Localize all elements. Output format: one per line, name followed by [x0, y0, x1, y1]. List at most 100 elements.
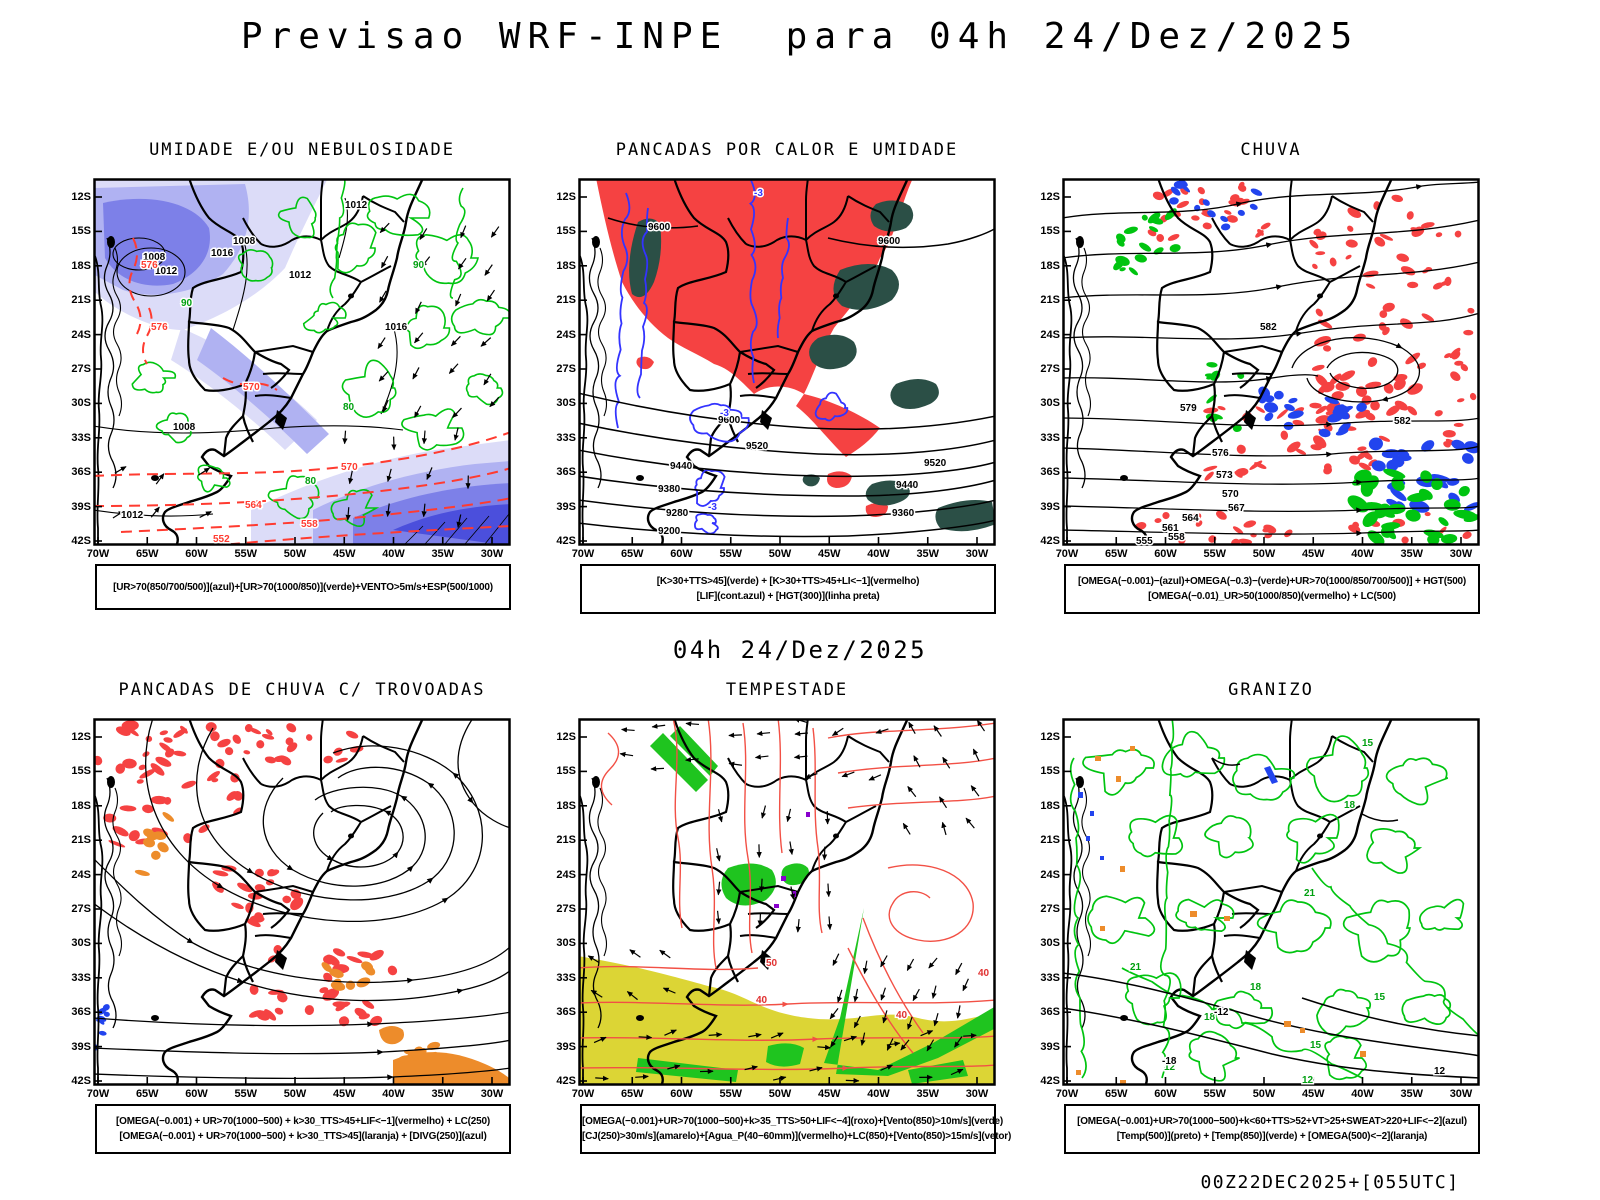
svg-text:1016: 1016 [385, 322, 408, 333]
panel-tempestade: TEMPESTADE [542, 680, 1012, 1200]
svg-text:1012: 1012 [155, 266, 178, 277]
lat-tick-label: 36S [71, 1006, 91, 1019]
lat-tick-label: 30S [556, 937, 576, 950]
lat-tick-label: 30S [71, 397, 91, 410]
lat-tick-label: 42S [556, 535, 576, 547]
caption-line: [OMEGA(−0.001)+UR>70(1000−500)+k<60+TTS>… [1077, 1116, 1467, 1127]
map-tempestade: 50 40 40 40 [578, 718, 996, 1086]
svg-text:21: 21 [1304, 888, 1316, 899]
svg-text:1008: 1008 [173, 422, 196, 433]
lat-tick-label: 12S [71, 731, 91, 743]
lon-tick-label: 65W [1104, 548, 1128, 560]
lat-tick-label: 30S [1040, 937, 1060, 950]
svg-text:579: 579 [1180, 403, 1197, 414]
svg-text:9440: 9440 [896, 480, 919, 491]
svg-text:90: 90 [181, 298, 193, 309]
lat-tick-label: 12S [1040, 191, 1060, 203]
lat-tick-label: 33S [1040, 971, 1060, 984]
lat-tick-label: 21S [556, 834, 576, 847]
lat-tick-label: 24S [71, 328, 91, 341]
caption-line: [Temp(500)](preto) + [Temp(850)](verde) … [1116, 1131, 1428, 1142]
axis-ticks [95, 736, 493, 1084]
map-umidade-wrap: 1016 1012 1008 1008 1012 1008 1012 1016 1012 576 5… [71, 178, 511, 560]
lat-tick-label: 33S [1040, 431, 1060, 444]
lon-tick-label: 45W [332, 548, 356, 560]
run-info-label: 00Z22DEC2025+[055UTC] [1200, 1172, 1460, 1193]
lat-tick-label: 33S [71, 431, 91, 444]
lat-tick-label: 15S [71, 225, 91, 238]
svg-text:1008: 1008 [143, 252, 166, 263]
lon-tick-label: 50W [768, 548, 792, 560]
lat-tick-label: 27S [1040, 903, 1060, 915]
lon-tick-label: 30W [480, 1088, 504, 1100]
svg-text:15: 15 [1362, 738, 1374, 749]
lat-tick-label: 21S [1040, 834, 1060, 847]
lat-tick-label: 18S [1040, 259, 1060, 272]
caption-tempestade: [OMEGA(−0.001)+UR>70(1000−500)+k>35_TTS>… [580, 1104, 1012, 1154]
svg-text:558: 558 [301, 519, 318, 530]
svg-text:564: 564 [245, 500, 262, 511]
lon-tick-label: 30W [965, 1088, 989, 1100]
lon-tick-label: 35W [1400, 1088, 1424, 1100]
caption-pancadas-calor: [K>30+TTS>45](verde) + [K>30+TTS>45+LI<−… [580, 564, 996, 614]
wind-vectors [112, 222, 500, 528]
caption-line: [CJ(250)>30m/s](amarelo)+[Agua_P(40−60mm… [582, 1131, 1012, 1142]
lat-tick-label: 12S [556, 191, 576, 203]
svg-text:1012: 1012 [289, 270, 312, 281]
lat-tick-label: 39S [1040, 500, 1060, 513]
lat-tick-label: 12S [556, 731, 576, 743]
svg-text:1012: 1012 [121, 510, 144, 521]
blue-marks [1078, 766, 1278, 860]
lat-tick-label: 24S [1040, 328, 1060, 341]
panel-chuva: CHUVA [1026, 140, 1482, 680]
lat-tick-label: 42S [1040, 535, 1060, 547]
map-granizo-wrap: 15 18 21 21 18 15 18 12 15 12 -12 -18 12 12S 15S 18S 21… [1040, 718, 1480, 1100]
svg-text:9360: 9360 [892, 508, 915, 519]
svg-text:570: 570 [243, 382, 260, 393]
caption-line: [OMEGA(−0.001)−(azul)+OMEGA(−0.3)−(verde… [1077, 576, 1467, 587]
axis-ticks [580, 736, 978, 1084]
lat-tick-label: 36S [556, 466, 576, 479]
lon-tick-label: 35W [431, 548, 455, 560]
panel-title: PANCADAS DE CHUVA C/ TROVOADAS [118, 680, 486, 700]
lon-tick-label: 60W [185, 548, 208, 560]
lat-tick-label: 15S [71, 765, 91, 778]
lat-tick-label: 15S [1040, 765, 1060, 778]
axis-ticks [1064, 196, 1462, 544]
lon-tick-label: 55W [1203, 548, 1227, 560]
svg-text:555: 555 [1136, 536, 1153, 546]
panel-title: CHUVA [1240, 140, 1302, 160]
lon-tick-label: 60W [1154, 1088, 1177, 1100]
caption-line: [OMEGA(−0.001) + UR>70(1000−500) + k>30_… [116, 1116, 490, 1127]
caption-chuva: [OMEGA(−0.001)−(azul)+OMEGA(−0.3)−(verde… [1064, 564, 1480, 614]
caption-line: [OMEGA(−0.001) + UR>70(1000−500) + k>30_… [119, 1131, 487, 1142]
lat-tick-label: 21S [556, 294, 576, 307]
lat-tick-label: 15S [1040, 225, 1060, 238]
lat-tick-label: 21S [71, 294, 91, 307]
svg-text:12: 12 [1164, 1062, 1176, 1073]
lon-tick-label: 45W [1301, 548, 1325, 560]
map-umidade: 1016101210081008101210081012101610125765… [93, 178, 511, 546]
lat-tick-label: 21S [71, 834, 91, 847]
lat-tick-label: 36S [1040, 466, 1060, 479]
svg-text:1008: 1008 [233, 236, 256, 247]
lon-tick-label: 55W [719, 1088, 743, 1100]
caption-line: [K>30+TTS>45](verde) + [K>30+TTS>45+LI<−… [656, 576, 920, 587]
lat-tick-label: 33S [556, 431, 576, 444]
panel-pancadas-calor: PANCADAS POR CALOR E UMIDADE [542, 140, 998, 680]
lat-tick-label: 15S [556, 225, 576, 238]
lon-tick-label: 45W [817, 1088, 841, 1100]
lat-tick-label: 24S [71, 868, 91, 881]
caption-line: [OMEGA(−0.001)+UR>70(1000−500)+k>35_TTS>… [582, 1116, 1004, 1127]
streamlines [1064, 181, 1478, 537]
lon-tick-label: 55W [1203, 1088, 1227, 1100]
rain-green-patches [1113, 208, 1478, 544]
lat-tick-label: 15S [556, 765, 576, 778]
svg-text:40: 40 [978, 968, 990, 979]
svg-text:-18: -18 [1162, 1056, 1177, 1067]
svg-text:1012: 1012 [345, 200, 368, 211]
lat-tick-label: 18S [1040, 799, 1060, 812]
svg-text:-3: -3 [708, 502, 717, 513]
